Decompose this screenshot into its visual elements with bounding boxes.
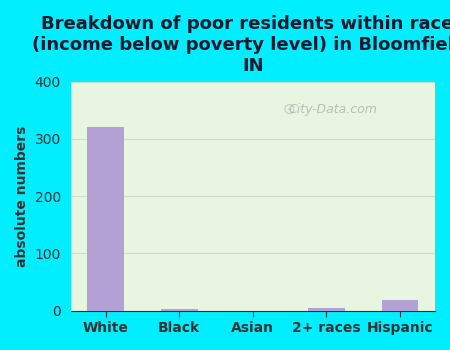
Title: Breakdown of poor residents within races
(income below poverty level) in Bloomfi: Breakdown of poor residents within races… xyxy=(32,15,450,75)
Bar xyxy=(161,309,198,310)
Text: City-Data.com: City-Data.com xyxy=(288,103,378,116)
Text: ⊙: ⊙ xyxy=(283,102,296,117)
Bar xyxy=(308,308,345,310)
Y-axis label: absolute numbers: absolute numbers xyxy=(15,125,29,267)
Bar xyxy=(87,127,124,310)
Bar xyxy=(382,300,418,310)
